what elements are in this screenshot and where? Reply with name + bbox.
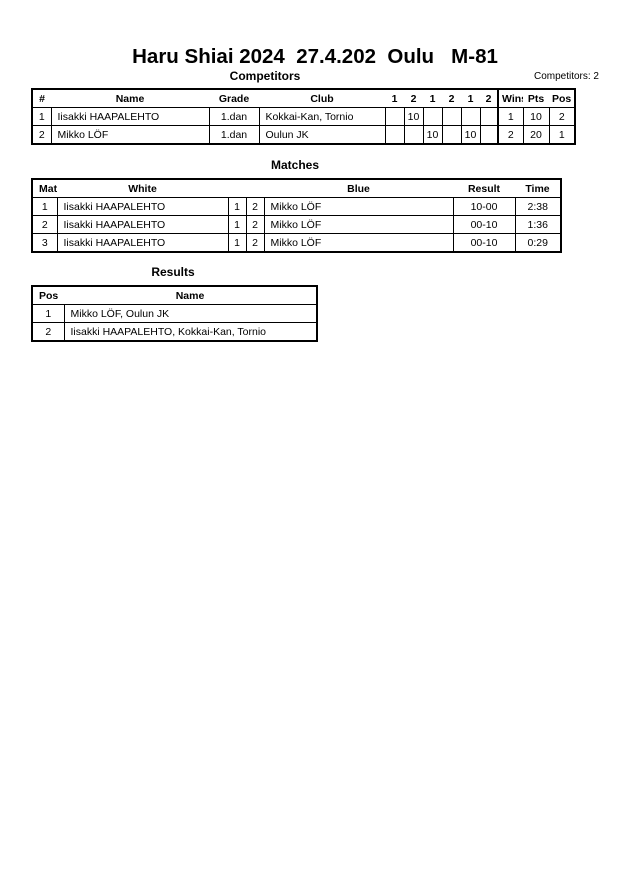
table-cell: Iisakki HAAPALEHTO: [56, 197, 229, 216]
table-cell: Iisakki HAAPALEHTO: [56, 215, 229, 234]
table-cell: [479, 125, 499, 145]
table-cell: 10-00: [452, 197, 516, 216]
table-cell: 20: [522, 125, 550, 145]
table-cell: 2: [31, 125, 52, 145]
results-table: Pos Name 1 Mikko LÖF, Oulun JK 2 Iisakki HAA…: [31, 285, 318, 342]
table-cell: Iisakki HAAPALEHTO: [50, 107, 210, 126]
table-cell: Iisakki HAAPALEHTO: [56, 233, 229, 253]
table-cell: 2: [245, 233, 265, 253]
column-header: Pts: [523, 89, 549, 108]
table-cell: [441, 107, 462, 126]
table-cell: 1: [31, 304, 65, 323]
matches-heading: Matches: [270, 158, 320, 172]
column-header: [246, 179, 264, 198]
table-cell: 3: [31, 233, 58, 253]
table-cell: Mikko LÖF, Oulun JK: [63, 304, 318, 323]
column-header: 2: [480, 89, 499, 108]
table-cell: [384, 125, 405, 145]
table-cell: Mikko LÖF: [263, 215, 454, 234]
competitors-header-row: #NameGradeClub121212WinsPtsPos: [32, 89, 575, 108]
table-cell: 00-10: [452, 215, 516, 234]
table-cell: 1: [227, 197, 247, 216]
column-header: Name: [51, 89, 209, 108]
table-cell: 10: [460, 125, 481, 145]
table-cell: 2: [245, 215, 265, 234]
results-header-row: Pos Name: [32, 286, 317, 305]
table-cell: [422, 107, 443, 126]
column-header: Grade: [209, 89, 259, 108]
column-header: 2: [404, 89, 423, 108]
table-cell: [403, 125, 424, 145]
table-cell: [460, 107, 481, 126]
column-header: Wins: [498, 89, 523, 108]
column-header: Time: [515, 179, 561, 198]
table-row: 2 Mikko LÖF 1.dan Oulun JK 10 10 2 20 1: [31, 125, 576, 145]
table-row: 2 Iisakki HAAPALEHTO, Kokkai-Kan, Tornio: [31, 322, 318, 342]
table-cell: 1: [227, 215, 247, 234]
table-cell: 1: [227, 233, 247, 253]
table-cell: [384, 107, 405, 126]
column-header: White: [57, 179, 228, 198]
table-cell: 0:29: [514, 233, 562, 253]
table-cell: 10: [422, 125, 443, 145]
column-header: Result: [453, 179, 515, 198]
column-header: 2: [442, 89, 461, 108]
table-cell: Iisakki HAAPALEHTO, Kokkai-Kan, Tornio: [63, 322, 318, 342]
competitors-heading: Competitors: [229, 69, 301, 83]
column-header: Club: [259, 89, 385, 108]
table-cell: [479, 107, 499, 126]
page-title: Haru Shiai 2024 27.4.202 Oulu M-81: [132, 45, 498, 68]
table-row: 3 Iisakki HAAPALEHTO 1 2 Mikko LÖF 00-10 0:29: [31, 233, 562, 253]
column-header: Pos: [32, 286, 64, 305]
table-cell: Mikko LÖF: [263, 233, 454, 253]
table-cell: 00-10: [452, 233, 516, 253]
column-header: 1: [385, 89, 404, 108]
table-cell: Mikko LÖF: [50, 125, 210, 145]
column-header: Blue: [264, 179, 453, 198]
table-cell: 1:36: [514, 215, 562, 234]
table-cell: 10: [403, 107, 424, 126]
column-header: Match: [32, 179, 57, 198]
competitors-count: Competitors: 2: [533, 71, 599, 82]
table-cell: 2: [548, 107, 576, 126]
table-cell: 2: [245, 197, 265, 216]
table-cell: 1: [31, 107, 52, 126]
results-heading: Results: [151, 265, 195, 279]
table-cell: 1.dan: [208, 107, 260, 126]
table-cell: Oulun JK: [258, 125, 386, 145]
table-row: 1 Iisakki HAAPALEHTO 1 2 Mikko LÖF 10-00 2:38: [31, 197, 562, 216]
table-cell: 2: [497, 125, 524, 145]
column-header: 1: [461, 89, 480, 108]
table-cell: Kokkai-Kan, Tornio: [258, 107, 386, 126]
table-cell: 10: [522, 107, 550, 126]
table-cell: 1: [497, 107, 524, 126]
table-row: 1 Iisakki HAAPALEHTO 1.dan Kokkai-Kan, Torn…: [31, 107, 576, 126]
column-header: Pos: [549, 89, 575, 108]
column-header: Name: [64, 286, 317, 305]
table-cell: 1: [548, 125, 576, 145]
table-cell: 1: [31, 197, 58, 216]
competitors-table: #NameGradeClub121212WinsPtsPos 1Iisakki …: [31, 88, 576, 145]
table-cell: 1.dan: [208, 125, 260, 145]
table-cell: 2: [31, 322, 65, 342]
table-row: 1 Mikko LÖF, Oulun JK: [31, 304, 318, 323]
column-header: 1: [423, 89, 442, 108]
table-cell: 2: [31, 215, 58, 234]
table-cell: [441, 125, 462, 145]
table-cell: Mikko LÖF: [263, 197, 454, 216]
column-header: [228, 179, 246, 198]
table-cell: 2:38: [514, 197, 562, 216]
column-header: #: [32, 89, 51, 108]
table-row: 2 Iisakki HAAPALEHTO 1 2 Mikko LÖF 00-10 1:36: [31, 215, 562, 234]
